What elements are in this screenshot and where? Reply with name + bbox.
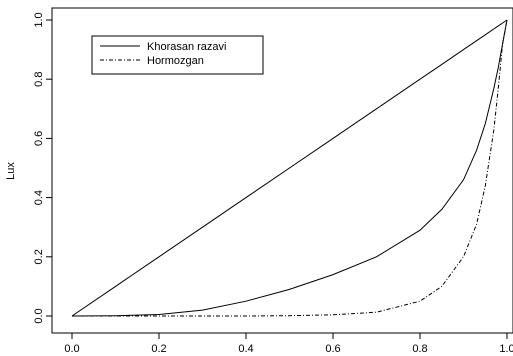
series-line-2 [71,19,508,317]
y-tick-label: 0.8 [33,72,45,87]
legend-entry: Khorasan razavi [147,41,227,53]
series-line-1 [71,19,508,317]
x-tick-label: 0.6 [325,343,340,355]
y-tick-label: 1.0 [33,12,45,27]
legend: Khorasan razavi Hormozgan [91,35,264,75]
x-tick-label: 0.0 [64,343,79,355]
x-tick-label: 0.4 [238,343,253,355]
x-axis: 0.0 0.2 0.4 0.6 0.8 1.0 [64,333,513,355]
legend-box [91,35,264,75]
y-tick-label: 0.0 [33,308,45,323]
x-tick-label: 1.0 [499,343,513,355]
y-tick-label: 0.4 [33,190,45,205]
plot-frame [51,7,513,334]
y-axis: 0.0 0.2 0.4 0.6 0.8 1.0 [33,12,52,324]
x-tick-label: 0.8 [412,343,427,355]
x-tick-label: 0.2 [151,343,166,355]
series-layer [71,19,508,317]
legend-entry: Hormozgan [147,55,204,67]
y-tick-label: 0.2 [33,249,45,264]
y-tick-label: 0.6 [33,131,45,146]
y-axis-label: Lux [5,162,17,180]
